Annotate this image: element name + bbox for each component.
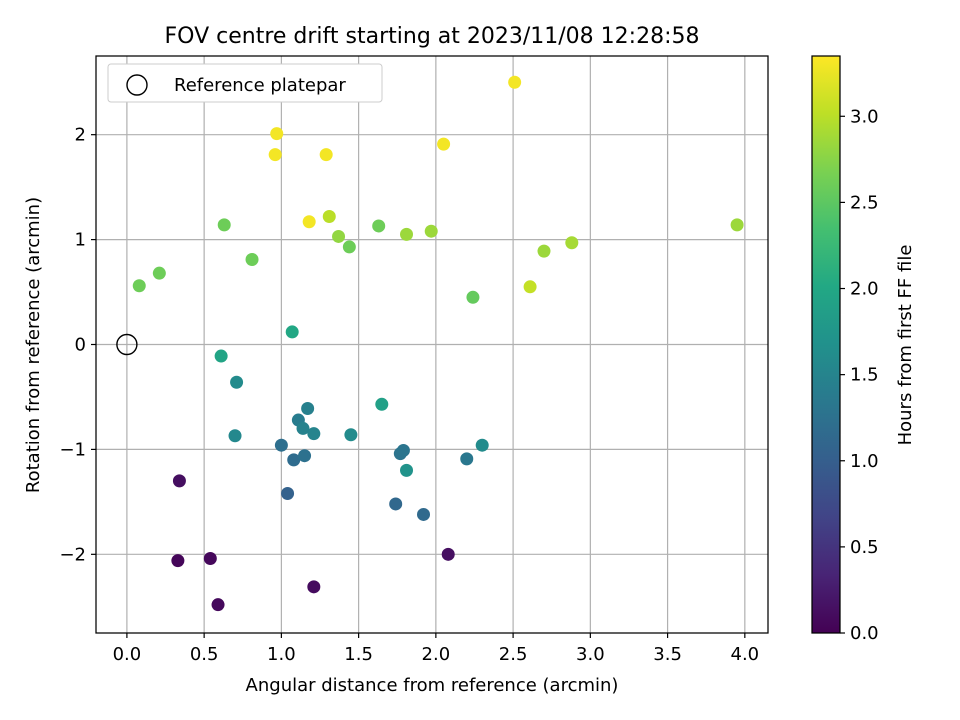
y-axis-ticks: −2 −1 0 1 2 — [59, 125, 96, 565]
scatter-point — [274, 438, 288, 452]
colorbar-tick-label: 1.5 — [850, 365, 879, 386]
y-tick-label: 2 — [75, 125, 86, 146]
x-tick-label: 3.5 — [653, 644, 682, 665]
y-axis-label: Rotation from reference (arcmin) — [23, 197, 44, 493]
colorbar-tick-label: 2.0 — [850, 279, 879, 300]
scatter-point — [298, 449, 312, 463]
scatter-point — [319, 148, 333, 162]
scatter-point — [441, 547, 455, 561]
scatter-point — [302, 215, 316, 229]
colorbar-ticks: 0.0 0.5 1.0 1.5 2.0 2.5 3.0 — [840, 106, 879, 644]
scatter-point — [211, 598, 225, 612]
x-tick-label: 3.0 — [576, 644, 605, 665]
scatter-point — [132, 279, 146, 293]
scatter-point — [268, 148, 282, 162]
x-tick-label: 1.0 — [267, 644, 296, 665]
x-axis-ticks: 0.0 0.5 1.0 1.5 2.0 2.5 3.0 3.5 4.0 — [113, 633, 760, 665]
legend: Reference platepar — [107, 63, 383, 103]
legend-marker-icon — [126, 74, 148, 96]
colorbar-label: Hours from first FF file — [895, 245, 916, 446]
scatter-point — [400, 227, 414, 241]
scatter-point — [565, 236, 579, 250]
colorbar-tick-label: 0.5 — [850, 537, 879, 558]
scatter-point — [424, 224, 438, 238]
x-tick-label: 4.0 — [731, 644, 760, 665]
scatter-point — [301, 401, 315, 415]
scatter-point — [296, 421, 310, 435]
legend-box — [107, 63, 383, 103]
scatter-point — [270, 127, 284, 141]
scatter-point — [217, 218, 231, 232]
x-axis-label: Angular distance from reference (arcmin) — [246, 675, 619, 696]
y-tick-label: −1 — [59, 439, 86, 460]
scatter-point — [287, 453, 301, 467]
scatter-point — [460, 452, 474, 466]
scatter-point — [475, 438, 489, 452]
scatter-point — [389, 497, 403, 511]
grid-lines — [96, 56, 768, 633]
scatter-point — [172, 474, 186, 488]
y-tick-label: −2 — [59, 544, 86, 565]
scatter-point — [342, 240, 356, 254]
data-points — [132, 75, 744, 612]
scatter-point — [396, 443, 410, 457]
scatter-point — [307, 580, 321, 594]
y-tick-label: 0 — [75, 335, 86, 356]
reference-point — [116, 333, 138, 356]
colorbar-tick-label: 3.0 — [850, 106, 879, 127]
scatter-point — [230, 375, 244, 389]
colorbar-tick-label: 1.0 — [850, 451, 879, 472]
y-tick-label: 1 — [75, 230, 86, 251]
scatter-point — [344, 428, 358, 442]
scatter-point — [285, 325, 299, 339]
colorbar-tick-label: 2.5 — [850, 192, 879, 213]
colorbar-tick-label: 0.0 — [850, 623, 879, 644]
scatter-point — [417, 507, 431, 521]
colorbar-frame — [811, 55, 841, 634]
scatter-point — [322, 210, 336, 224]
scatter-point — [171, 554, 185, 568]
scatter-point — [281, 486, 295, 500]
scatter-point — [203, 552, 217, 566]
scatter-point — [375, 397, 389, 411]
scatter-point — [245, 253, 259, 267]
scatter-point — [523, 280, 537, 294]
scatter-point — [400, 463, 414, 477]
x-tick-label: 1.5 — [344, 644, 373, 665]
scatter-point — [332, 229, 346, 243]
scatter-point — [730, 218, 744, 232]
scatter-point — [537, 244, 551, 258]
scatter-point — [307, 427, 321, 441]
scatter-point — [466, 290, 480, 304]
legend-label: Reference platepar — [174, 75, 346, 96]
colorbar-gradient — [812, 56, 840, 633]
scatter-point — [214, 349, 228, 363]
x-tick-label: 0.5 — [190, 644, 219, 665]
scatter-point — [372, 219, 386, 233]
x-tick-label: 2.0 — [422, 644, 451, 665]
x-tick-label: 2.5 — [499, 644, 528, 665]
scatter-point — [508, 75, 522, 89]
scatter-point — [437, 137, 451, 151]
colorbar: 0.0 0.5 1.0 1.5 2.0 2.5 3.0 Hours from first F… — [811, 55, 916, 644]
chart-title: FOV centre drift starting at 2023/11/08 … — [165, 24, 700, 49]
scatter-point — [228, 429, 242, 443]
x-tick-label: 0.0 — [113, 644, 142, 665]
scatter-point — [152, 266, 166, 280]
reference-marker — [116, 333, 138, 356]
